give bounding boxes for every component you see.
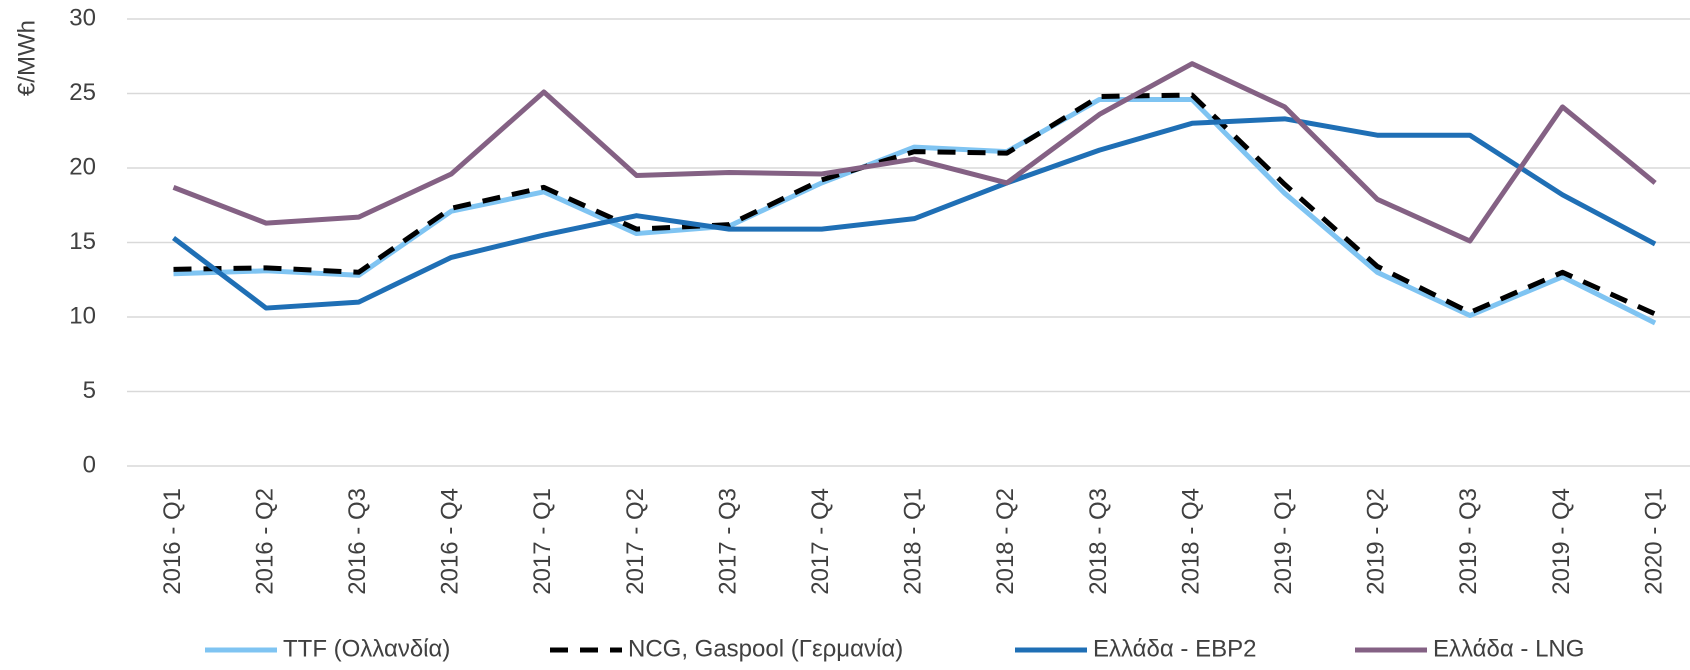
legend-label: TTF (Ολλανδία) <box>283 635 450 662</box>
series-line <box>171 116 1657 311</box>
x-tick-label: 2016 - Q1 <box>159 488 186 595</box>
y-tick-label: 20 <box>69 153 96 180</box>
y-tick-label: 5 <box>83 377 96 404</box>
x-tick-label: 2018 - Q4 <box>1177 488 1204 595</box>
x-tick-label: 2017 - Q3 <box>714 488 741 595</box>
y-tick-label: 30 <box>69 4 96 31</box>
x-tick-label: 2016 - Q3 <box>344 488 371 595</box>
legend-label: Ελλάδα - LNG <box>1433 635 1584 662</box>
x-tick-label: 2016 - Q4 <box>437 488 464 595</box>
x-tick-label: 2017 - Q4 <box>807 488 834 595</box>
x-tick-label: 2019 - Q2 <box>1363 488 1390 595</box>
x-tick-label: 2019 - Q3 <box>1455 488 1482 595</box>
x-tick-label: 2020 - Q1 <box>1640 488 1667 595</box>
y-tick-label: 25 <box>69 79 96 106</box>
x-tick-label: 2017 - Q2 <box>622 488 649 595</box>
x-tick-label: 2019 - Q1 <box>1270 488 1297 595</box>
series-line <box>173 92 1657 317</box>
y-axis-label: €/MWh <box>13 20 40 96</box>
x-tick-label: 2016 - Q2 <box>251 488 278 595</box>
series-line <box>173 96 1657 326</box>
x-tick-label: 2018 - Q1 <box>900 488 927 595</box>
y-tick-label: 10 <box>69 302 96 329</box>
series-line <box>172 61 1657 244</box>
x-tick-label: 2019 - Q4 <box>1548 488 1575 595</box>
y-tick-label: 0 <box>83 451 96 478</box>
legend-label: NCG, Gaspool (Γερμανία) <box>628 635 903 662</box>
x-tick-label: 2017 - Q1 <box>529 488 556 595</box>
x-tick-label: 2018 - Q2 <box>992 488 1019 595</box>
y-tick-label: 15 <box>69 228 96 255</box>
legend-label: Ελλάδα - EBP2 <box>1093 635 1256 662</box>
x-tick-label: 2018 - Q3 <box>1085 488 1112 595</box>
